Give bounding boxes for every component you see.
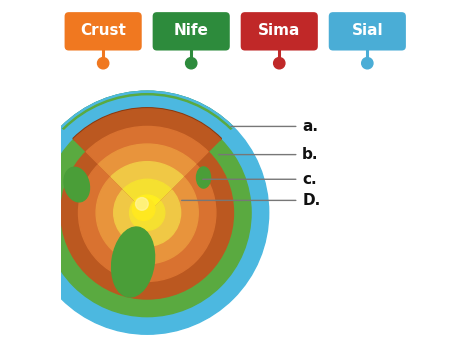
Circle shape (96, 162, 198, 264)
Text: D.: D. (302, 193, 320, 208)
Wedge shape (73, 108, 221, 141)
FancyBboxPatch shape (64, 12, 142, 50)
Wedge shape (61, 91, 233, 129)
FancyBboxPatch shape (329, 12, 406, 50)
Ellipse shape (197, 167, 210, 188)
Circle shape (26, 91, 269, 334)
FancyBboxPatch shape (153, 12, 230, 50)
Circle shape (273, 58, 285, 69)
Circle shape (114, 179, 181, 246)
Text: Sial: Sial (352, 23, 383, 38)
Wedge shape (74, 109, 221, 213)
Circle shape (362, 58, 373, 69)
Wedge shape (86, 126, 208, 213)
Ellipse shape (64, 167, 90, 202)
Text: Sima: Sima (258, 23, 301, 38)
Wedge shape (135, 195, 160, 213)
Wedge shape (111, 162, 183, 213)
Circle shape (79, 144, 216, 282)
Circle shape (61, 126, 234, 299)
Circle shape (186, 58, 197, 69)
Wedge shape (124, 179, 171, 213)
Circle shape (98, 58, 109, 69)
Circle shape (43, 109, 251, 317)
Ellipse shape (111, 227, 155, 297)
FancyBboxPatch shape (241, 12, 318, 50)
Text: Crust: Crust (80, 23, 126, 38)
Text: a.: a. (302, 119, 318, 134)
Circle shape (132, 198, 155, 220)
Text: b.: b. (302, 147, 319, 162)
Wedge shape (99, 144, 196, 213)
Circle shape (136, 198, 148, 210)
Text: Nife: Nife (174, 23, 209, 38)
Text: c.: c. (302, 172, 317, 187)
Wedge shape (61, 91, 233, 127)
Circle shape (129, 195, 165, 230)
